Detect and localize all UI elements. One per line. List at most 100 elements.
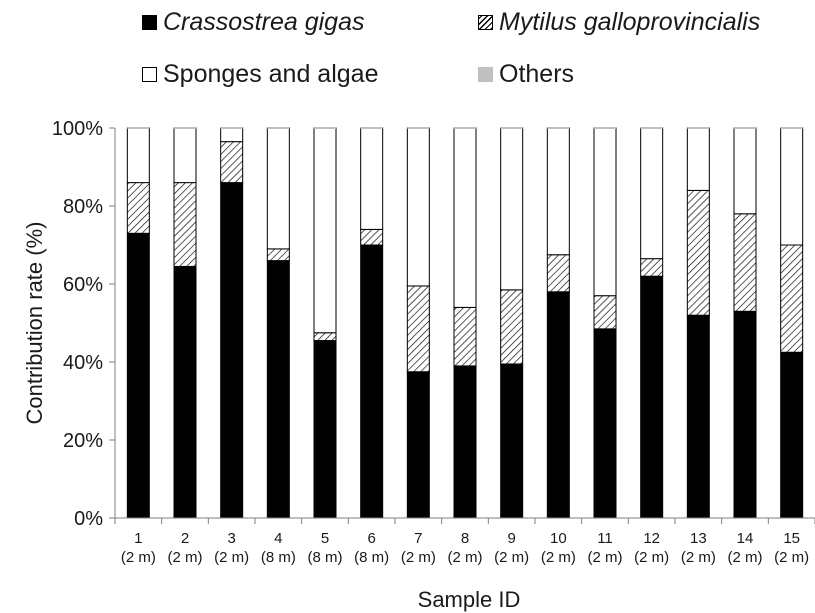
x-tick-label-depth: (2 m)	[588, 549, 623, 566]
bar-segment-s2-2	[173, 127, 197, 184]
bar-segment-s0-14	[733, 310, 757, 519]
legend-label-mytilus: Mytilus galloprovincialis	[499, 8, 761, 36]
x-tick-label-id: 9	[507, 530, 515, 547]
x-axis: 1 (2 m) 2 (2 m) 3 (2 m) 4 (8 m) 5 (8 m) 6 (8 m) 7 (2 …	[114, 517, 815, 566]
bar-segment-s1-15	[780, 244, 804, 353]
x-tick-label-depth: (2 m)	[401, 549, 436, 566]
bar-segment-s1-13	[686, 189, 710, 316]
x-tick-label-depth: (8 m)	[308, 549, 343, 566]
bar-segment-s2-1	[126, 127, 150, 184]
legend-item-sponges: Sponges and algae	[142, 62, 378, 87]
y-tick-label: 20%	[63, 430, 103, 452]
bar-segment-s0-9	[500, 363, 524, 519]
x-tick-label-depth: (2 m)	[774, 549, 809, 566]
bar-segment-s1-3	[220, 141, 244, 184]
bar-segment-s2-13	[686, 127, 710, 191]
y-tick-label: 0%	[74, 508, 103, 530]
bar-cap-others-3	[220, 127, 243, 129]
bar-segment-s0-11	[593, 328, 617, 519]
bar-segment-s0-3	[220, 182, 244, 519]
x-tick-label-id: 4	[274, 530, 282, 547]
bar-segment-s2-11	[593, 127, 617, 297]
x-tick-label-id: 11	[597, 530, 613, 547]
x-tick-label-id: 15	[783, 530, 800, 547]
bar-cap-others-1	[127, 127, 150, 129]
bar-segment-s1-12	[640, 258, 664, 277]
bar-segment-s1-6	[360, 228, 384, 246]
bar-segment-s2-12	[640, 127, 664, 260]
x-tick-label-depth: (2 m)	[728, 549, 763, 566]
x-tick-label-id: 8	[461, 530, 469, 547]
bar-segment-s0-15	[780, 351, 804, 519]
legend-item-others: Others	[478, 62, 574, 87]
bar-segment-s0-10	[546, 291, 570, 519]
bar-segment-s1-2	[173, 182, 197, 267]
bar-cap-others-6	[360, 127, 383, 129]
bar-segment-s0-6	[360, 244, 384, 519]
bar-segment-s1-10	[546, 254, 570, 293]
bar-segment-s0-8	[453, 365, 477, 519]
bar-segment-s0-13	[686, 314, 710, 519]
bar-cap-others-2	[174, 127, 196, 129]
x-tick-label-id: 5	[321, 530, 329, 547]
bar-segment-s2-7	[406, 127, 430, 287]
bar-segment-s0-2	[173, 265, 197, 519]
bar-cap-others-15	[780, 127, 803, 129]
x-tick-label-id: 14	[737, 530, 754, 547]
bar-cap-others-8	[454, 127, 476, 129]
x-tick-label-depth: (8 m)	[354, 549, 389, 566]
x-tick-label-depth: (2 m)	[121, 549, 156, 566]
x-tick-label-depth: (2 m)	[214, 549, 249, 566]
bar-segment-s1-14	[733, 213, 757, 312]
x-tick-label-id: 10	[550, 530, 567, 547]
legend-label-sponges: Sponges and algae	[163, 60, 379, 88]
bar-segment-s1-9	[500, 289, 524, 365]
legend-label-others: Others	[499, 60, 575, 88]
bar-segment-s0-12	[640, 275, 664, 519]
bar-cap-others-9	[500, 127, 523, 129]
x-tick-label-id: 12	[643, 530, 660, 547]
bar-segment-s2-15	[780, 127, 804, 246]
bar-segment-s2-9	[500, 127, 524, 291]
x-tick-label-depth: (2 m)	[448, 549, 483, 566]
legend-swatch-hatch	[478, 15, 493, 30]
bar-segment-s1-7	[406, 285, 430, 373]
bar-segment-s2-14	[733, 127, 757, 215]
bar-segment-s2-10	[546, 127, 570, 256]
x-tick-label-id: 2	[181, 530, 189, 547]
x-tick-label-depth: (2 m)	[168, 549, 203, 566]
bar-segment-s0-5	[313, 340, 337, 519]
bar-cap-others-4	[267, 127, 290, 129]
bar-segment-s1-5	[313, 332, 337, 342]
bar-cap-others-10	[547, 127, 570, 129]
y-tick-label: 100%	[52, 118, 103, 140]
bar-segment-s2-3	[220, 127, 244, 143]
bar-cap-others-12	[640, 127, 663, 129]
bar-cap-others-5	[314, 127, 336, 129]
legend-item-mytilus: Mytilus galloprovincialis	[478, 10, 760, 35]
x-tick-label-id: 6	[367, 530, 375, 547]
bar-segment-s2-4	[266, 127, 290, 250]
bar-segment-s0-1	[126, 232, 150, 519]
bar-segment-s1-8	[453, 306, 477, 367]
y-axis: 0% 20% 40% 60% 80% 100%	[52, 118, 116, 530]
legend-label-crassostrea: Crassostrea gigas	[163, 8, 365, 36]
bar-cap-others-13	[687, 127, 710, 129]
bars-group	[126, 127, 804, 519]
bar-cap-others-14	[734, 127, 756, 129]
bar-segment-s2-8	[453, 127, 477, 308]
x-tick-label-depth: (2 m)	[634, 549, 669, 566]
x-tick-label-id: 1	[134, 530, 142, 547]
bar-segment-s2-5	[313, 127, 337, 334]
x-tick-label-depth: (2 m)	[494, 549, 529, 566]
legend-swatch-gray	[478, 67, 493, 82]
bar-cap-others-7	[407, 127, 430, 129]
bar-segment-s0-4	[266, 260, 290, 519]
bar-segment-s2-6	[360, 127, 384, 230]
x-tick-label-depth: (8 m)	[261, 549, 296, 566]
y-tick-label: 40%	[63, 352, 103, 374]
bar-segment-s1-4	[266, 248, 290, 262]
x-tick-label-id: 3	[227, 530, 235, 547]
x-tick-label-depth: (2 m)	[541, 549, 576, 566]
